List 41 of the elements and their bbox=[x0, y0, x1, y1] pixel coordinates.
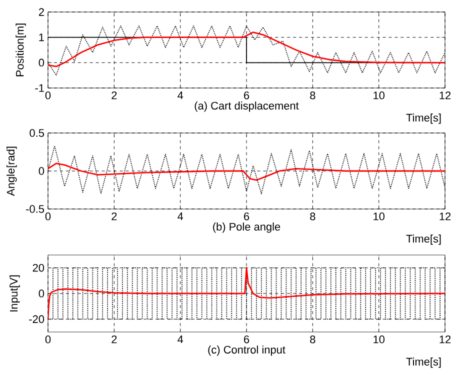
x-tick-label: 8 bbox=[310, 92, 316, 100]
x-tick-label: 10 bbox=[374, 336, 384, 344]
x-tick-label: 6 bbox=[244, 336, 250, 344]
x-tick-label: 12 bbox=[440, 212, 451, 220]
x-tick-label: 8 bbox=[310, 212, 316, 220]
y-tick-label: 0 bbox=[38, 58, 44, 67]
y-tick-label: 0.5 bbox=[30, 129, 44, 137]
y-axis-title: Position[m] bbox=[16, 24, 26, 76]
x-tick-label: 10 bbox=[374, 92, 384, 100]
x-tick-label: 10 bbox=[374, 212, 384, 220]
x-tick-label: 0 bbox=[45, 92, 51, 100]
y-tick-label: 2 bbox=[38, 8, 44, 16]
x-tick-label: 0 bbox=[45, 336, 51, 344]
y-tick-label: 1 bbox=[39, 34, 44, 42]
y-tick-label: -20 bbox=[29, 315, 44, 324]
x-tick-label: 2 bbox=[112, 212, 117, 220]
y-axis-title: Angle[rad] bbox=[6, 146, 17, 196]
x-axis-title: Time[s] bbox=[406, 234, 441, 245]
x-tick-label: 6 bbox=[244, 92, 250, 100]
x-tick-label: 0 bbox=[45, 212, 51, 220]
text: (b) Pole angle bbox=[213, 222, 280, 233]
y-tick-label: 0 bbox=[38, 290, 44, 298]
y-tick-label: -0.5 bbox=[26, 205, 44, 213]
x-tick-label: 8 bbox=[310, 336, 316, 344]
x-tick-label: 12 bbox=[440, 92, 451, 100]
x-tick-label: 2 bbox=[112, 92, 117, 100]
y-tick-label: 0 bbox=[38, 167, 44, 175]
text: (c) Control input bbox=[208, 346, 286, 356]
x-tick-label: 4 bbox=[178, 212, 184, 220]
x-tick-label: 2 bbox=[112, 336, 117, 344]
line-series bbox=[48, 162, 446, 181]
x-axis-title: Time[s] bbox=[406, 114, 441, 124]
x-tick-label: 4 bbox=[178, 92, 184, 100]
y-axis-title: Input[V] bbox=[10, 275, 20, 312]
text: (a) Cart displacement bbox=[194, 102, 299, 112]
x-tick-label: 12 bbox=[440, 336, 451, 344]
x-axis-title: Time[s] bbox=[406, 358, 441, 368]
x-tick-label: 6 bbox=[244, 212, 250, 220]
y-tick-label: 20 bbox=[32, 264, 44, 272]
x-tick-label: 4 bbox=[178, 336, 184, 344]
y-tick-label: -1 bbox=[35, 84, 44, 92]
